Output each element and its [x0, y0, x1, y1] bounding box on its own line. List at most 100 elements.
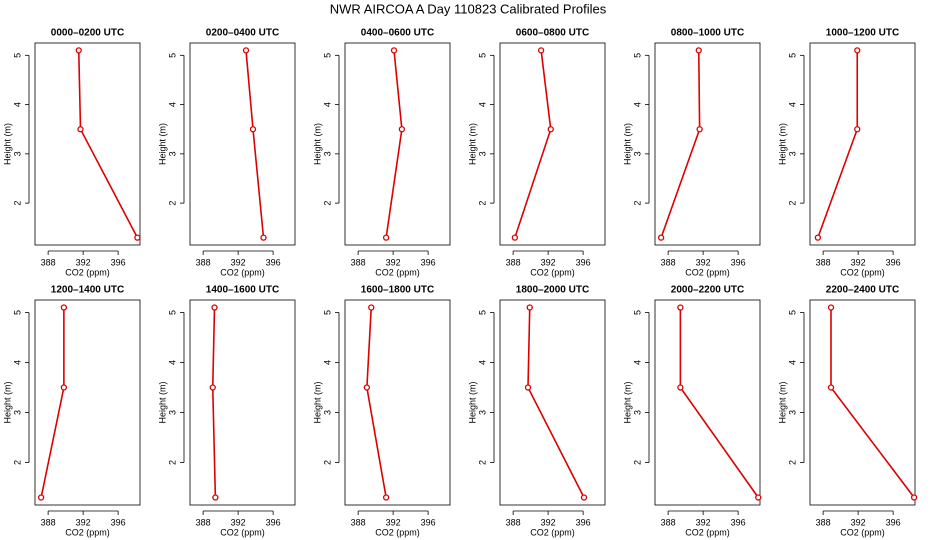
x-tick-label: 392 — [231, 257, 246, 267]
data-point — [363, 384, 371, 391]
x-tick-label: 388 — [506, 257, 521, 267]
y-tick-label: 2 — [787, 460, 797, 465]
panel-title: 0800–1000 UTC — [671, 28, 744, 39]
plot-frame — [654, 42, 761, 246]
data-point — [511, 234, 519, 241]
data-point — [814, 234, 822, 241]
plot-frame — [809, 42, 916, 246]
y-tick-label: 5 — [787, 310, 797, 315]
data-point — [695, 47, 702, 54]
y-axis-label: Height (m) — [2, 123, 12, 165]
chart-title: NWR AIRCOA A Day 110823 Calibrated Profi… — [330, 1, 607, 16]
panel-title: 1800–2000 UTC — [516, 285, 589, 296]
x-tick-label: 388 — [196, 257, 211, 267]
plot-frame — [499, 42, 606, 246]
x-axis-label: CO2 (ppm) — [685, 527, 730, 537]
y-tick-label: 5 — [632, 310, 642, 315]
x-axis-label: CO2 (ppm) — [220, 267, 265, 277]
y-tick-label: 3 — [632, 151, 642, 156]
data-point — [854, 126, 861, 133]
profile-line — [77, 50, 139, 238]
y-tick-label: 2 — [477, 201, 487, 206]
panel-title: 1600–1800 UTC — [361, 285, 434, 296]
x-tick-label: 396 — [886, 517, 901, 527]
y-tick-label: 4 — [12, 102, 22, 107]
panel-title: 2200–2400 UTC — [826, 285, 899, 296]
x-tick-label: 396 — [421, 517, 436, 527]
y-tick-label: 4 — [787, 360, 797, 365]
plot-frame — [344, 42, 451, 246]
y-tick-label: 5 — [477, 310, 487, 315]
data-point — [657, 234, 665, 241]
x-tick-label: 388 — [351, 257, 366, 267]
panel-title: 1000–1200 UTC — [826, 28, 899, 39]
panel-title: 0400–0600 UTC — [361, 28, 434, 39]
x-axis-label: CO2 (ppm) — [530, 527, 575, 537]
panel-title: 0600–0800 UTC — [516, 28, 589, 39]
x-tick-label: 392 — [541, 257, 556, 267]
data-point — [696, 126, 703, 133]
y-tick-label: 2 — [12, 460, 22, 465]
panel-title: 1400–1600 UTC — [206, 285, 279, 296]
x-axis-label: CO2 (ppm) — [685, 267, 730, 277]
data-point — [390, 47, 398, 54]
x-tick-label: 396 — [266, 257, 281, 267]
y-tick-label: 2 — [322, 201, 332, 206]
data-point — [537, 47, 545, 54]
y-tick-label: 3 — [477, 410, 487, 415]
y-tick-label: 5 — [632, 53, 642, 58]
data-point — [827, 384, 835, 391]
profile-line — [385, 50, 403, 238]
data-point — [580, 494, 588, 501]
x-tick-label: 388 — [41, 517, 56, 527]
y-tick-label: 4 — [787, 102, 797, 107]
profile-line — [527, 307, 585, 498]
y-tick-label: 5 — [12, 310, 22, 315]
y-tick-label: 3 — [632, 410, 642, 415]
x-tick-label: 396 — [111, 257, 126, 267]
x-tick-label: 388 — [196, 517, 211, 527]
x-tick-label: 392 — [851, 517, 866, 527]
y-tick-label: 5 — [322, 310, 332, 315]
x-tick-label: 392 — [851, 257, 866, 267]
profile-line — [366, 307, 387, 498]
data-point — [134, 234, 141, 241]
x-tick-label: 388 — [351, 517, 366, 527]
y-tick-label: 2 — [477, 460, 487, 465]
x-axis-label: CO2 (ppm) — [530, 267, 575, 277]
x-axis-label: CO2 (ppm) — [840, 267, 885, 277]
y-axis-label: Height (m) — [622, 381, 632, 423]
x-axis-label: CO2 (ppm) — [375, 527, 420, 537]
y-axis-label: Height (m) — [777, 123, 787, 165]
y-tick-label: 4 — [632, 102, 642, 107]
y-tick-label: 2 — [632, 460, 642, 465]
data-point — [382, 494, 390, 501]
panel-title: 2000–2200 UTC — [671, 285, 744, 296]
data-point — [37, 494, 45, 501]
data-point — [260, 234, 267, 241]
profile-line — [679, 307, 759, 498]
x-tick-label: 392 — [696, 257, 711, 267]
x-tick-label: 396 — [731, 517, 746, 527]
panel-title: 1200–1400 UTC — [51, 285, 124, 296]
profile-line — [830, 307, 915, 498]
data-point — [249, 126, 257, 133]
data-point — [212, 494, 219, 501]
profile-line — [514, 50, 552, 238]
data-point — [854, 47, 861, 54]
y-tick-label: 3 — [167, 151, 177, 156]
y-tick-label: 3 — [12, 410, 22, 415]
x-tick-label: 396 — [266, 517, 281, 527]
profile-line — [660, 50, 701, 238]
y-tick-label: 4 — [632, 360, 642, 365]
data-point — [75, 47, 82, 54]
data-point — [368, 304, 375, 311]
x-tick-label: 388 — [816, 257, 831, 267]
plot-frame — [499, 299, 606, 506]
x-tick-label: 396 — [731, 257, 746, 267]
y-tick-label: 3 — [787, 410, 797, 415]
y-tick-label: 3 — [787, 151, 797, 156]
data-point — [524, 384, 532, 391]
x-axis-label: CO2 (ppm) — [840, 527, 885, 537]
